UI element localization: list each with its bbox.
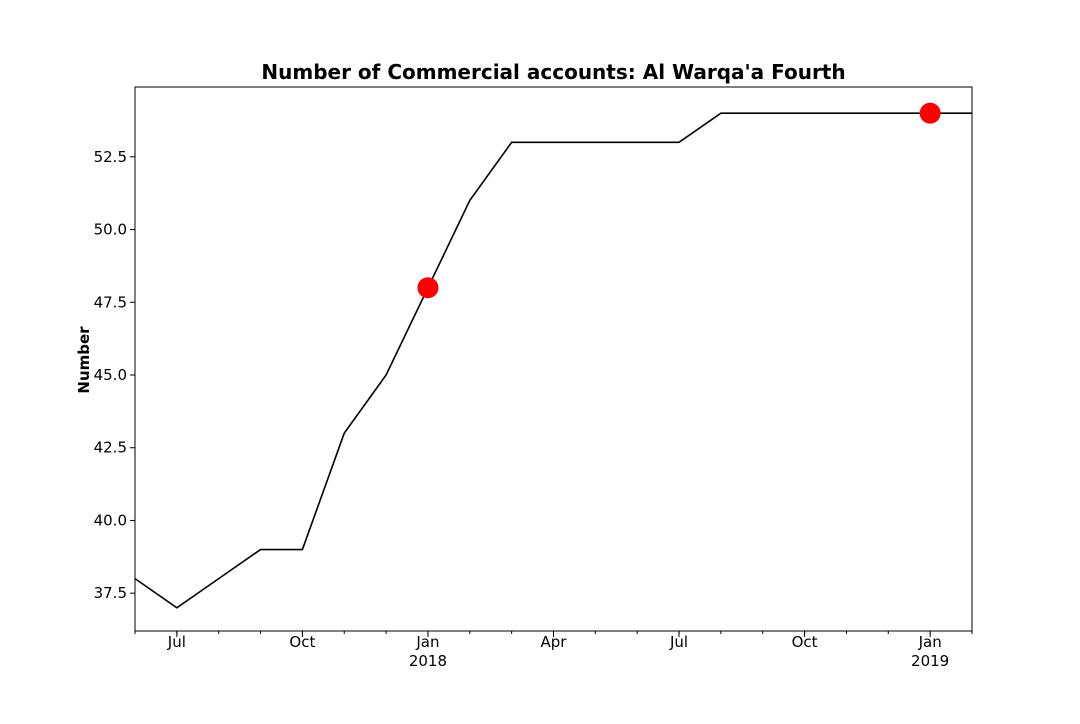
x-tick-year-label: 2018: [409, 652, 447, 670]
x-tick-label: Apr: [541, 633, 568, 651]
series-line: [134, 112, 972, 609]
x-tick-label: Jul: [669, 633, 688, 651]
y-tick-label: 37.5: [94, 584, 127, 602]
y-tick-label: 50.0: [94, 221, 127, 239]
x-tick-label: Jul: [167, 633, 186, 651]
x-tick-year-label: 2019: [911, 652, 949, 670]
highlight-point: [417, 277, 439, 299]
plot-area: [134, 86, 973, 632]
y-tick-label: 40.0: [94, 511, 127, 529]
y-tick-label: 42.5: [94, 439, 127, 457]
highlight-layer: [417, 102, 941, 299]
x-tick-label: Jan: [918, 633, 942, 651]
y-tick-label: 45.0: [94, 366, 127, 384]
x-tick-label: Jan: [415, 633, 439, 651]
series-layer: [134, 112, 972, 609]
highlight-point: [919, 102, 941, 124]
y-axis: 37.5 40.0 42.5 45.0 47.5 50.0 52.5: [94, 148, 135, 602]
y-tick-label: 47.5: [94, 293, 127, 311]
x-tick-label: Oct: [792, 633, 818, 651]
y-tick-label: 52.5: [94, 148, 127, 166]
chart-title: Number of Commercial accounts: Al Warqa'…: [261, 60, 846, 84]
y-axis-label: Number: [75, 326, 93, 394]
x-tick-label: Oct: [289, 633, 315, 651]
